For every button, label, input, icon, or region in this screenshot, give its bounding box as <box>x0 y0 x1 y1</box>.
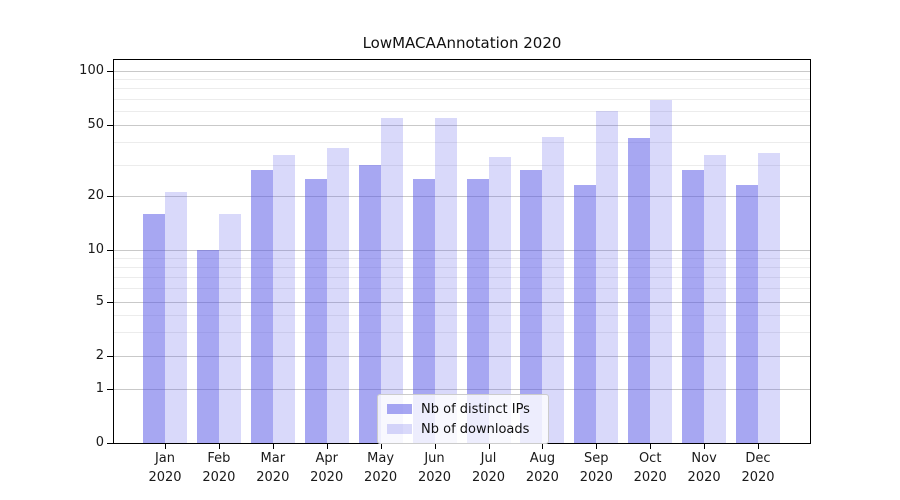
x-tick-label-apr: Apr 2020 <box>310 451 344 485</box>
gridline-minor-90 <box>114 79 810 81</box>
x-tick-label-feb: Feb 2020 <box>202 451 236 485</box>
bar-distinct-ips-jan <box>143 213 165 443</box>
x-tick-mark-oct <box>650 444 652 449</box>
x-tick-mark-nov <box>704 444 706 449</box>
y-tick-mark-1 <box>107 389 113 390</box>
gridline-minor-4 <box>114 314 810 316</box>
bar-distinct-ips-apr <box>304 178 327 443</box>
gridline-major-20 <box>114 196 810 198</box>
gridline-minor-60 <box>114 110 810 112</box>
x-tick-mark-aug <box>542 444 544 449</box>
x-tick-mark-may <box>380 444 382 449</box>
gridline-major-1 <box>114 389 810 390</box>
y-tick-label-10: 10 <box>87 242 104 257</box>
legend-swatch-distinct-ips <box>387 404 412 414</box>
x-tick-label-jan: Jan 2020 <box>148 451 182 485</box>
bar-downloads-oct <box>650 99 673 443</box>
plot-area: Nb of distinct IPs Nb of downloads <box>113 59 811 444</box>
x-tick-mark-dec <box>758 444 759 449</box>
gridline-major-10 <box>114 250 810 251</box>
bar-downloads-nov <box>704 154 727 443</box>
gridline-minor-30 <box>114 164 810 166</box>
chart-title: LowMACAAnnotation 2020 <box>362 34 562 52</box>
bar-downloads-feb <box>218 213 241 443</box>
bar-distinct-ips-jul <box>466 178 489 443</box>
bar-distinct-ips-oct <box>628 138 651 443</box>
x-tick-label-sep: Sep 2020 <box>579 451 613 485</box>
gridline-minor-40 <box>114 142 810 144</box>
x-tick-label-mar: Mar 2020 <box>256 451 290 485</box>
x-tick-mark-jun <box>434 444 436 449</box>
gridline-minor-70 <box>114 98 810 100</box>
x-tick-mark-mar <box>272 444 274 449</box>
bar-downloads-mar <box>272 154 295 443</box>
legend-swatch-downloads <box>387 424 412 434</box>
y-tick-mark-100 <box>107 71 113 72</box>
gridline-minor-6 <box>114 288 810 289</box>
y-tick-label-100: 100 <box>79 63 104 78</box>
x-tick-label-may: May 2020 <box>364 451 398 485</box>
y-tick-label-50: 50 <box>87 116 104 132</box>
x-tick-label-jun: Jun 2020 <box>417 451 452 485</box>
legend-label-distinct-ips: Nb of distinct IPs <box>421 401 530 417</box>
gridline-major-100 <box>114 71 810 72</box>
x-tick-label-nov: Nov 2020 <box>687 451 721 485</box>
gridline-minor-8 <box>114 266 810 268</box>
x-tick-mark-jan <box>165 444 166 449</box>
legend-item-distinct-ips: Nb of distinct IPs <box>387 401 539 417</box>
x-tick-label-oct: Oct 2020 <box>633 451 667 485</box>
gridline-major-5 <box>114 301 810 303</box>
y-tick-mark-2 <box>107 356 113 357</box>
y-tick-label-5: 5 <box>95 293 104 309</box>
y-tick-mark-50 <box>107 125 113 126</box>
bar-distinct-ips-feb <box>196 250 219 443</box>
y-tick-label-2: 2 <box>95 348 104 363</box>
y-tick-label-1: 1 <box>95 381 104 396</box>
y-tick-mark-5 <box>107 302 113 303</box>
bar-downloads-aug <box>542 136 565 443</box>
x-tick-label-aug: Aug 2020 <box>525 451 559 485</box>
bar-downloads-dec <box>758 152 780 443</box>
gridline-major-50 <box>114 124 810 126</box>
bar-distinct-ips-sep <box>574 185 597 443</box>
x-tick-mark-jul <box>488 444 490 449</box>
x-tick-label-dec: Dec 2020 <box>741 451 775 485</box>
gridline-minor-3 <box>114 331 810 333</box>
x-tick-mark-sep <box>596 444 598 449</box>
bar-distinct-ips-nov <box>682 170 705 443</box>
legend: Nb of distinct IPs Nb of downloads <box>377 394 549 444</box>
x-tick-mark-apr <box>326 444 328 449</box>
y-tick-mark-0 <box>107 443 113 444</box>
y-tick-label-20: 20 <box>87 188 104 204</box>
x-tick-mark-feb <box>218 444 220 449</box>
legend-label-downloads: Nb of downloads <box>421 421 530 437</box>
gridline-minor-7 <box>114 276 810 278</box>
y-tick-label-0: 0 <box>95 435 104 450</box>
bar-downloads-sep <box>596 110 619 443</box>
bar-downloads-jul <box>488 157 511 443</box>
legend-item-downloads: Nb of downloads <box>387 421 539 437</box>
gridline-minor-80 <box>114 88 810 90</box>
bar-downloads-jun <box>434 117 457 443</box>
bar-downloads-apr <box>326 148 349 443</box>
bar-downloads-jan <box>165 192 187 443</box>
bar-downloads-may <box>380 117 403 443</box>
bar-distinct-ips-mar <box>250 170 273 443</box>
bar-distinct-ips-may <box>358 164 381 443</box>
y-tick-mark-20 <box>107 196 113 197</box>
bar-distinct-ips-jun <box>412 178 435 443</box>
x-tick-label-jul: Jul 2020 <box>471 451 506 485</box>
gridline-minor-9 <box>114 257 810 259</box>
gridline-major-2 <box>114 356 810 357</box>
bar-distinct-ips-dec <box>736 185 758 443</box>
bar-distinct-ips-aug <box>520 170 543 443</box>
y-tick-mark-10 <box>107 250 113 251</box>
